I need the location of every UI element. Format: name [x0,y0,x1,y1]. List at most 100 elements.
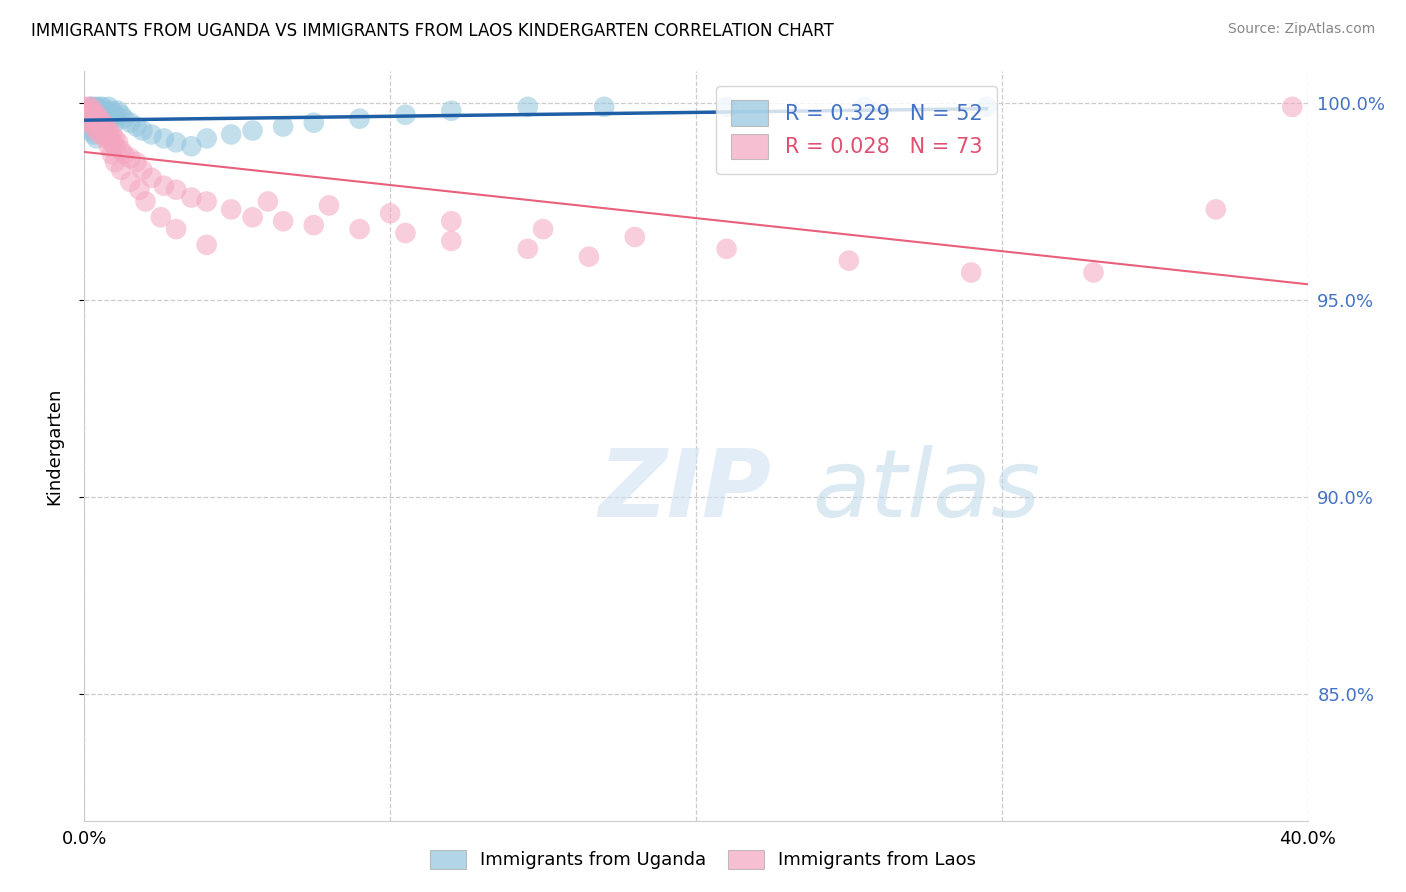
Point [516,100,538,114]
Point [89,115,111,129]
Point [125,155,148,169]
Point [79,115,101,129]
Point [257,194,280,209]
Point [578,250,600,264]
Point [79,100,101,114]
Point [89,115,111,129]
Point [91,108,114,122]
Point [79,100,101,114]
Point [91,123,114,137]
Point [120,175,142,189]
Point [86,112,108,126]
Point [141,128,163,142]
Point [97,139,120,153]
Point [440,214,463,228]
Point [112,147,135,161]
Point [79,103,101,118]
Point [302,218,325,232]
Point [120,151,142,165]
Point [516,242,538,256]
Point [94,131,117,145]
Point [195,131,218,145]
Point [89,128,111,142]
Point [94,112,117,126]
Point [180,139,202,153]
Text: Source: ZipAtlas.com: Source: ZipAtlas.com [1227,22,1375,37]
Point [76,108,98,122]
Point [624,230,647,244]
Point [135,194,157,209]
Point [86,131,108,145]
Point [149,211,172,225]
Point [153,178,176,193]
Point [89,103,111,118]
Point [271,214,294,228]
Point [593,100,616,114]
Point [101,136,124,150]
Point [91,123,114,137]
Point [104,131,127,145]
Point [83,120,105,134]
Point [110,143,132,157]
Point [76,100,98,114]
Point [380,206,402,220]
Point [349,112,371,126]
Point [101,112,124,126]
Point [83,108,105,122]
Point [853,100,876,114]
Point [318,198,340,212]
Point [440,103,463,118]
Point [120,115,142,129]
Point [107,103,129,118]
Text: ZIP: ZIP [598,445,770,537]
Point [165,222,187,236]
Point [97,100,120,114]
Text: atlas: atlas [813,445,1040,536]
Point [79,108,101,122]
Point [110,108,132,122]
Point [165,136,187,150]
Point [838,253,860,268]
Point [219,128,242,142]
Point [101,128,124,142]
Point [153,131,176,145]
Point [107,136,129,150]
Point [716,100,738,114]
Point [104,108,127,122]
Point [112,112,135,126]
Point [79,103,101,118]
Point [79,123,101,137]
Point [86,103,108,118]
Point [1083,265,1105,279]
Point [165,183,187,197]
Point [94,128,117,142]
Text: IMMIGRANTS FROM UGANDA VS IMMIGRANTS FROM LAOS KINDERGARTEN CORRELATION CHART: IMMIGRANTS FROM UGANDA VS IMMIGRANTS FRO… [31,22,834,40]
Point [125,120,148,134]
Point [97,123,120,137]
Point [91,100,114,114]
Point [83,103,105,118]
Point [76,103,98,118]
Point [83,100,105,114]
Point [76,112,98,126]
Point [110,163,132,178]
Point [104,139,127,153]
Point [180,190,202,204]
Legend: R = 0.329   N = 52, R = 0.028   N = 73: R = 0.329 N = 52, R = 0.028 N = 73 [717,86,997,174]
Point [960,265,983,279]
Point [76,120,98,134]
Point [101,147,124,161]
Point [86,112,108,126]
Point [86,115,108,129]
Point [976,100,998,114]
Point [531,222,554,236]
Point [91,115,114,129]
Point [76,103,98,118]
Point [83,108,105,122]
Point [104,115,127,129]
Point [89,120,111,134]
Point [131,123,153,137]
Point [97,131,120,145]
Point [101,103,124,118]
Point [79,108,101,122]
